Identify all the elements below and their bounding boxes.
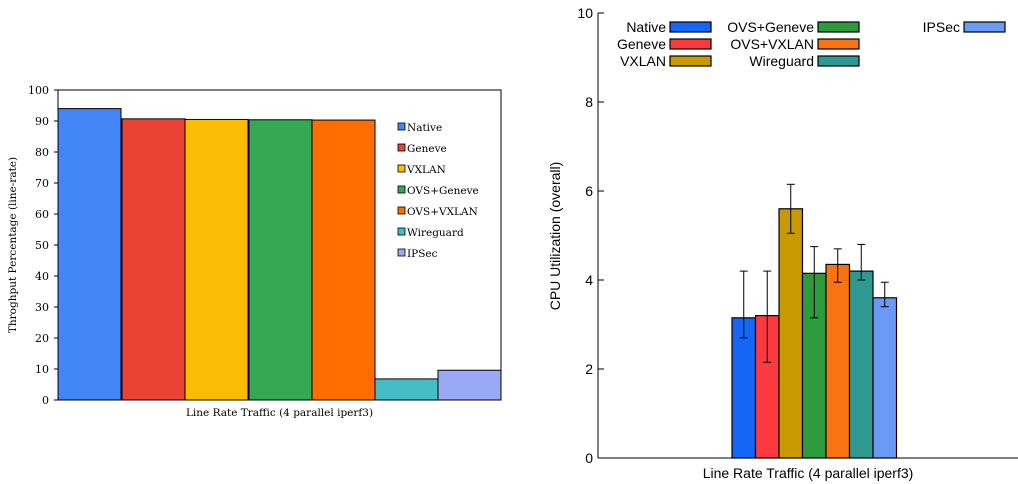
bar-ovs-vxlan	[311, 119, 376, 401]
chart-cpu: 0 2 4 6 8 10 Line Rate Traffic (4 parallel ipe…	[547, 5, 1018, 481]
legend-swatch	[397, 122, 406, 131]
legend-swatch	[397, 185, 406, 194]
bar-wireguard	[848, 270, 874, 459]
legend-label: VXLAN	[406, 164, 446, 176]
legend-label: VXLAN	[620, 53, 666, 69]
legend-label: IPSec	[407, 248, 438, 260]
y-tick-label: 0	[42, 394, 49, 407]
y-tick-label: 30	[35, 301, 49, 314]
legend-swatch	[669, 55, 712, 67]
x-axis-label: Line Rate Traffic (4 parallel iperf3)	[186, 407, 373, 419]
y-axis-label: CPU Utilization (overall)	[547, 162, 563, 311]
y-tick-label: 90	[35, 115, 49, 128]
bar-wireguard	[374, 378, 439, 401]
legend-swatch	[817, 38, 860, 50]
y-tick-label: 6	[585, 183, 593, 199]
y-tick-label: 0	[585, 450, 593, 466]
legend-label: Native	[407, 122, 442, 134]
bar-vxlan	[184, 118, 249, 401]
legend-swatch	[669, 21, 712, 33]
legend-label: Geneve	[617, 36, 666, 52]
chart-throughput: 0 10 20 30 40 50 60 70 80 90 100 Line Rate Traffic …	[7, 84, 502, 419]
legend-label: Geneve	[407, 143, 447, 155]
legend-swatch	[397, 206, 406, 215]
legend-label: Wireguard	[407, 227, 464, 239]
y-tick-label: 100	[28, 84, 49, 97]
y-tick-label: 2	[585, 361, 593, 377]
legend-swatch	[397, 143, 406, 152]
bar-ipsec	[872, 297, 898, 459]
y-tick-label: 10	[35, 363, 49, 376]
legend-label: OVS+VXLAN	[730, 36, 814, 52]
y-tick-label: 60	[35, 208, 49, 221]
y-tick-label: 4	[585, 272, 593, 288]
y-tick-label: 40	[35, 270, 49, 283]
legend-swatch	[817, 21, 860, 33]
y-tick-label: 70	[35, 177, 49, 190]
legend-swatch	[963, 21, 1006, 33]
legend-swatch	[397, 164, 406, 173]
bar-ovs-vxlan	[825, 263, 851, 459]
legend-label: Wireguard	[749, 53, 814, 69]
x-axis-label: Line Rate Traffic (4 parallel iperf3)	[703, 465, 914, 481]
bar-geneve	[121, 118, 186, 401]
bar-native	[57, 108, 122, 401]
y-tick-label: 8	[585, 94, 593, 110]
legend-swatch	[397, 248, 406, 257]
bar-ovs-geneve	[248, 119, 313, 401]
bar-native	[731, 317, 757, 459]
y-tick-label: 20	[35, 332, 49, 345]
y-tick-label: 50	[35, 239, 49, 252]
legend-label: OVS+Geneve	[407, 185, 479, 197]
legend-label: Native	[626, 19, 666, 35]
y-tick-label: 80	[35, 146, 49, 159]
legend-swatch	[669, 38, 712, 50]
legend-swatch	[817, 55, 860, 67]
y-tick-label: 10	[577, 5, 593, 21]
legend-label: IPSec	[923, 19, 960, 35]
legend-swatch	[397, 227, 406, 236]
legend-label: OVS+VXLAN	[407, 206, 478, 218]
bar-ipsec	[437, 369, 502, 401]
legend-label: OVS+Geneve	[727, 19, 814, 35]
bar-vxlan	[778, 208, 804, 459]
y-axis-label: Throghput Percentage (line-rate)	[7, 157, 19, 333]
